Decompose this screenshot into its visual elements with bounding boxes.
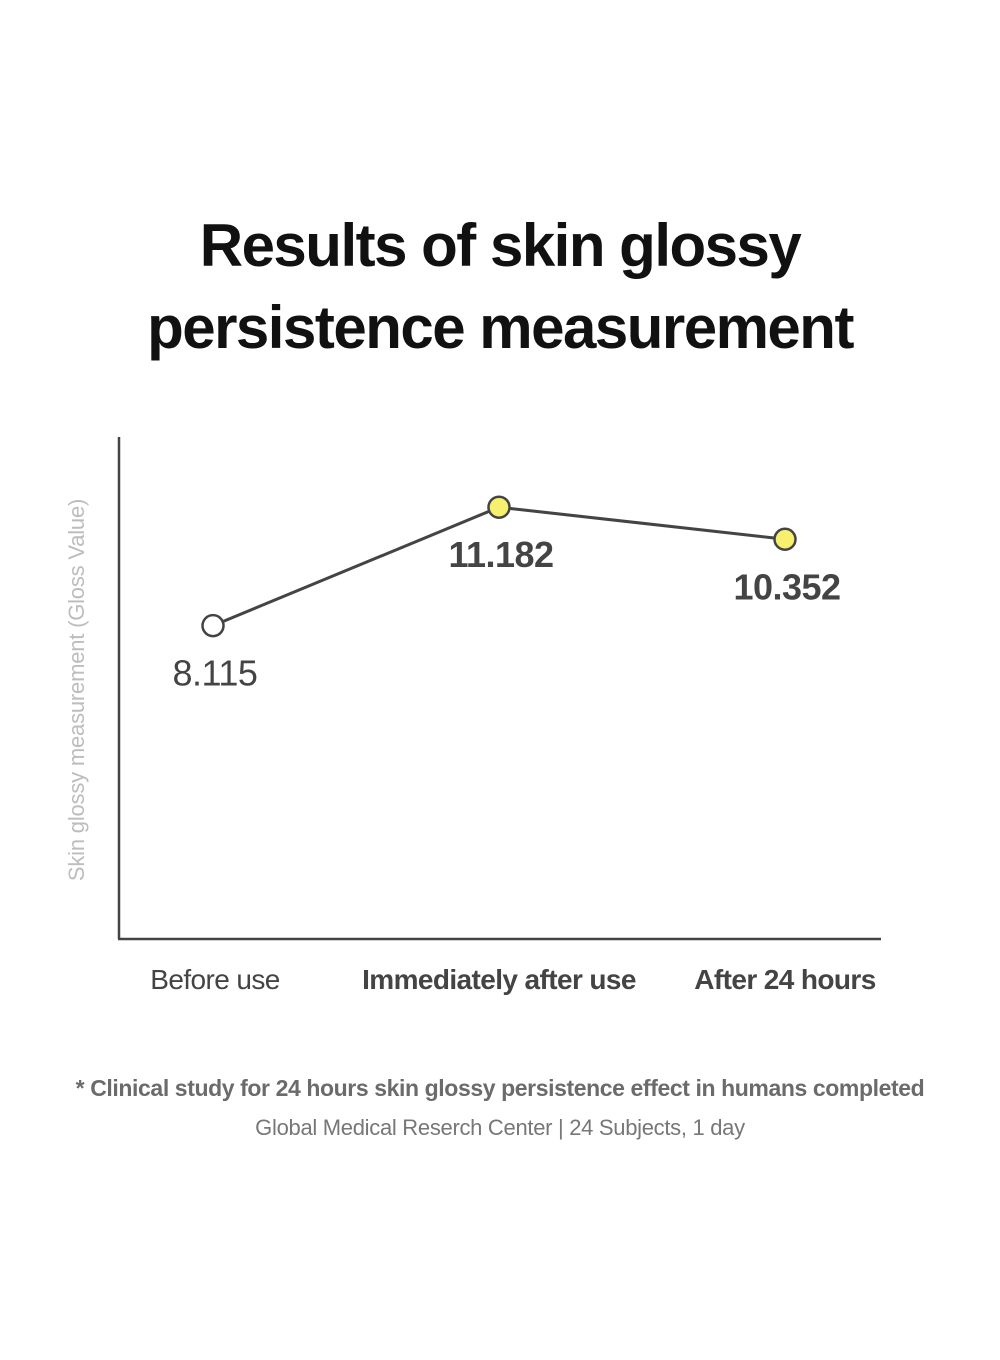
data-label-1: 8.115 (173, 653, 258, 694)
series-layer: 8.115 11.182 10.352 Before use Immediately a… (150, 495, 876, 995)
y-axis-label: Skin glossy measurement (Gloss Value) (64, 499, 89, 881)
data-point-3 (773, 527, 797, 552)
x-tick-label-3: After 24 hours (694, 964, 875, 995)
data-point-2 (487, 495, 511, 519)
data-label-2: 11.182 (448, 534, 553, 575)
x-tick-label-1: Before use (150, 964, 279, 995)
chart-title-line-2: persistence measurement (147, 294, 854, 361)
study-footnote: * Clinical study for 24 hours skin gloss… (75, 1075, 925, 1101)
x-tick-label-2: Immediately after use (362, 964, 636, 995)
data-label-3: 10.352 (733, 566, 840, 607)
study-source: Global Medical Reserch Center | 24 Subje… (255, 1115, 745, 1140)
data-point-1 (201, 613, 225, 638)
chart-title-line-1: Results of skin glossy (199, 212, 802, 279)
chart-title: Results of skin glossy persistence measu… (0, 205, 1000, 369)
